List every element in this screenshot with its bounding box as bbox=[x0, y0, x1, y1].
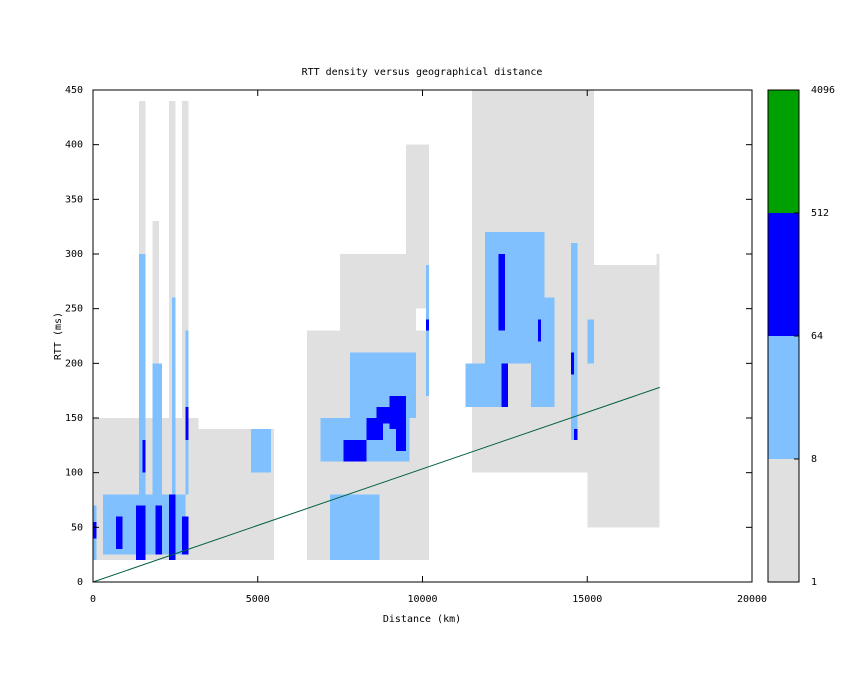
density-cell bbox=[172, 297, 176, 495]
density-cell bbox=[501, 363, 509, 408]
y-tick-label: 400 bbox=[65, 140, 83, 151]
x-tick-label: 0 bbox=[90, 594, 96, 605]
density-cell bbox=[570, 352, 575, 375]
density-cell bbox=[574, 428, 578, 440]
density-cell bbox=[498, 254, 505, 331]
density-cell bbox=[485, 232, 495, 364]
density-cell bbox=[425, 319, 430, 331]
density-cell bbox=[168, 494, 176, 561]
x-tick-label: 20000 bbox=[737, 594, 767, 605]
density-cell bbox=[155, 505, 163, 555]
density-cell bbox=[465, 363, 509, 408]
y-tick-label: 0 bbox=[77, 577, 83, 588]
x-tick-label: 15000 bbox=[572, 594, 602, 605]
colorbar-segment bbox=[768, 90, 799, 213]
colorbar-segment bbox=[768, 336, 799, 459]
chart-title: RTT density versus geographical distance bbox=[302, 67, 543, 78]
density-cell bbox=[116, 516, 123, 550]
y-tick-label: 100 bbox=[65, 468, 83, 479]
density-cell bbox=[376, 407, 390, 424]
density-cell bbox=[537, 319, 542, 342]
density-cell bbox=[168, 100, 176, 418]
density-cell bbox=[491, 90, 548, 254]
density-cell bbox=[152, 363, 163, 495]
density-cell bbox=[139, 254, 146, 495]
density-cell bbox=[656, 254, 660, 517]
density-cell bbox=[570, 243, 578, 440]
y-tick-label: 50 bbox=[71, 522, 83, 533]
density-cell bbox=[152, 221, 159, 418]
density-cell bbox=[185, 407, 189, 440]
x-axis-label: Distance (km) bbox=[383, 614, 461, 625]
density-cell bbox=[587, 319, 594, 364]
y-tick-label: 150 bbox=[65, 413, 83, 424]
density-cell bbox=[389, 396, 407, 429]
colorbar-tick-label: 64 bbox=[811, 331, 823, 342]
density-cell bbox=[142, 439, 146, 473]
density-cell bbox=[330, 494, 380, 561]
density-cell bbox=[181, 516, 189, 555]
y-tick-label: 300 bbox=[65, 249, 83, 260]
colorbar-tick-label: 512 bbox=[811, 208, 829, 219]
reference-line bbox=[92, 386, 660, 583]
y-tick-label: 450 bbox=[65, 85, 83, 96]
density-cell bbox=[531, 297, 555, 408]
colorbar-tick-label: 1 bbox=[811, 577, 817, 588]
density-cell bbox=[406, 144, 430, 309]
colorbar-segment bbox=[768, 213, 799, 336]
density-cell bbox=[93, 521, 97, 539]
x-tick-label: 5000 bbox=[246, 594, 270, 605]
y-axis-label: RTT (ms) bbox=[53, 312, 64, 360]
y-tick-label: 250 bbox=[65, 304, 83, 315]
colorbar-tick-label: 8 bbox=[811, 454, 817, 465]
density-cell bbox=[251, 428, 271, 473]
density-cell bbox=[135, 505, 146, 561]
density-cell bbox=[587, 264, 660, 528]
colorbar-segment bbox=[768, 459, 799, 582]
y-tick-label: 350 bbox=[65, 194, 83, 205]
y-tick-label: 200 bbox=[65, 358, 83, 369]
colorbar-tick-label: 4096 bbox=[811, 85, 835, 96]
density-cell bbox=[396, 428, 407, 451]
density-cell bbox=[340, 254, 416, 331]
density-cell bbox=[181, 100, 189, 418]
density-cell bbox=[343, 439, 367, 462]
x-tick-label: 10000 bbox=[407, 594, 437, 605]
